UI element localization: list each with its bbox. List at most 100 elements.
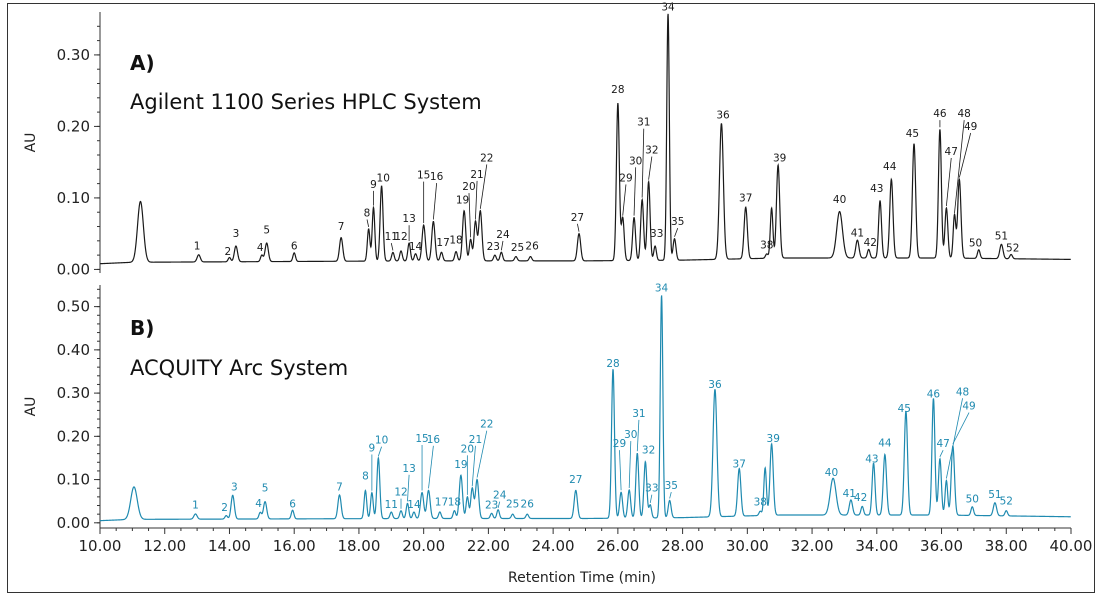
peak-label: 6: [289, 499, 296, 511]
peak-label: 30: [629, 155, 642, 167]
peak-label: 33: [645, 483, 658, 495]
y-tick-label: 0.50: [57, 298, 90, 316]
peak-label: 28: [606, 358, 619, 370]
peak-label: 22: [480, 419, 493, 431]
peak-label: 46: [933, 108, 947, 120]
peak-label: 45: [898, 403, 911, 415]
peak-label: 49: [964, 121, 977, 133]
y-tick-label: 0.10: [57, 471, 90, 489]
peak-leader-line: [468, 193, 471, 238]
peak-label: 45: [906, 128, 919, 140]
peak-label: 41: [851, 228, 864, 240]
y-tick-label: 0.30: [57, 384, 90, 402]
peak-label: 24: [496, 229, 510, 241]
peak-label: 31: [637, 117, 650, 129]
x-tick-label: 30.00: [726, 537, 769, 555]
peak-label: 4: [255, 498, 262, 510]
peak-leader-line: [633, 167, 637, 216]
x-tick-label: 40.00: [1050, 537, 1093, 555]
x-tick-label: 14.00: [208, 537, 251, 555]
peak-label: 44: [878, 437, 892, 449]
peak-label: 3: [233, 228, 240, 240]
y-tick-label: 0.10: [57, 189, 90, 207]
y-tick-label: 0.00: [57, 260, 90, 278]
peak-label: 37: [739, 192, 752, 204]
peak-label: 32: [642, 445, 655, 457]
peak-label: 11: [385, 231, 398, 243]
peak-label: 15: [415, 433, 428, 445]
peak-leader-line: [952, 412, 970, 445]
peak-label: 50: [969, 238, 982, 250]
peak-label: 36: [716, 110, 730, 122]
peak-label: 21: [469, 434, 482, 446]
peak-label: 13: [402, 463, 415, 475]
peak-label: 51: [995, 230, 1008, 242]
peak-leader-line: [622, 184, 627, 216]
panel-a: 0.00 0.10 0.20 0.30 AU A) Agilent 1100 Series …: [23, 2, 1071, 278]
figure-border: [7, 3, 1095, 593]
peak-label: 32: [645, 145, 658, 157]
peak-label: 39: [767, 433, 780, 445]
peak-label: 28: [611, 84, 624, 96]
peak-label: 17: [435, 497, 448, 509]
peak-label: 7: [338, 221, 345, 233]
peak-label: 42: [864, 237, 877, 249]
x-tick-label: 10.00: [79, 537, 122, 555]
peak-label: 12: [394, 231, 407, 243]
y-axis-label: AU: [23, 133, 39, 153]
peak-label: 50: [966, 493, 979, 505]
peak-label: 49: [962, 401, 975, 413]
peak-label: 3: [231, 481, 238, 493]
peak-label: 5: [262, 483, 269, 495]
peak-leader-line: [500, 240, 504, 251]
peak-label: 52: [1006, 243, 1019, 255]
peak-label: 7: [336, 481, 343, 493]
peak-label: 29: [613, 438, 626, 450]
peak-leader-line: [432, 183, 438, 220]
y-tick-label: 0.30: [57, 46, 90, 64]
peak-label: 2: [221, 502, 228, 514]
chromatogram-trace-b: [99, 295, 1071, 522]
peak-leader-line: [649, 494, 653, 504]
peak-label: 18: [449, 235, 462, 247]
peak-leader-line: [669, 491, 672, 499]
peak-label: 39: [773, 152, 786, 164]
peak-label: 17: [436, 237, 449, 249]
peak-label: 9: [370, 179, 377, 191]
peak-label: 6: [291, 240, 298, 252]
peak-label: 15: [417, 170, 430, 182]
peak-label: 46: [927, 388, 941, 400]
peak-label: 27: [569, 474, 582, 486]
peak-leader-line: [648, 156, 653, 180]
peak-label: 52: [1000, 496, 1013, 508]
peak-label: 44: [883, 161, 897, 173]
peak-label: 25: [511, 242, 524, 254]
x-tick-label: 26.00: [596, 537, 639, 555]
peak-label: 51: [988, 489, 1001, 501]
peak-leader-line: [428, 445, 434, 489]
peak-label: 13: [402, 213, 415, 225]
y-tick-label: 0.20: [57, 427, 90, 445]
peak-label: 10: [375, 435, 388, 447]
y-tick-label: 0.00: [57, 514, 90, 532]
peak-label: 4: [257, 242, 264, 254]
peak-label: 21: [470, 169, 483, 181]
peak-label: 35: [665, 480, 678, 492]
peak-label: 37: [733, 458, 746, 470]
peak-label: 19: [456, 195, 469, 207]
peak-label: 25: [506, 499, 519, 511]
peak-label: 38: [760, 240, 773, 252]
peak-leader-line: [945, 157, 952, 207]
panel-a-title: A): [130, 51, 155, 75]
y-tick-label: 0.40: [57, 341, 90, 359]
x-tick-label: 20.00: [402, 537, 445, 555]
peak-label: 40: [825, 467, 838, 479]
peak-label: 26: [521, 499, 535, 511]
panel-b: 0.00 0.10 0.20 0.30 0.40 0.50 AU 10.00 12.00 14.0…: [23, 282, 1092, 555]
y-axis-label: AU: [23, 397, 39, 417]
peak-label: 2: [225, 246, 232, 258]
peak-label: 41: [843, 488, 856, 500]
peak-label: 47: [936, 438, 949, 450]
